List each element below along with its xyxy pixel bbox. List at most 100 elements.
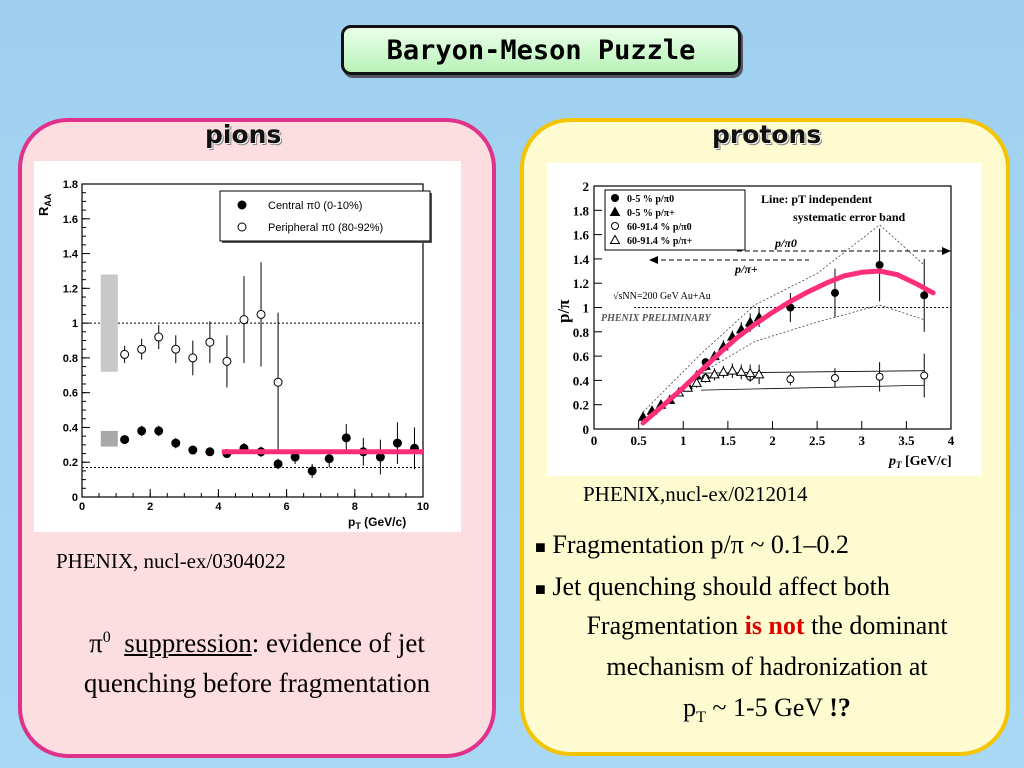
conclusion-emphasis: is not [744,611,805,640]
x-axis-label: pT [GeV/c] [888,454,952,470]
x-tick-label: 2 [769,433,776,448]
y-tick-label: 1 [72,318,78,330]
annotation-text: Line: pT independent [761,192,872,206]
y-tick-label: 2 [583,179,590,194]
bullet-text: Jet quenching should affect both [552,572,890,601]
syst-band-upper [642,224,925,413]
data-point [237,200,247,210]
y-tick-label: 1.4 [63,249,79,261]
data-point [875,260,884,269]
systematic-box [100,430,118,447]
legend-label: 60-91.4 % p/π+ [627,236,693,247]
y-tick-label: 0.6 [573,349,590,364]
y-tick-label: 0.6 [63,388,78,400]
systematic-box [100,274,118,372]
data-point [611,222,619,230]
protons-bullets: ■ Fragmentation p/π ~ 0.1–0.2 ■ Jet quen… [535,525,890,609]
pt-range: ~ 1-5 GeV [705,693,830,722]
x-tick-label: 0.5 [631,433,648,448]
data-point [609,206,621,216]
conclusion-line2: mechanism of hadronization at [606,652,928,681]
fit-curve [640,268,936,426]
pt-p: p [683,693,697,722]
data-point [392,438,402,448]
legend-label: Central π0 (0-10%) [268,200,362,212]
pi-superscript: 0 [102,629,111,646]
x-axis-label: pT (GeV/c) [348,515,406,531]
data-point [830,288,839,297]
data-point [786,375,795,384]
x-tick-label: 4 [948,433,955,448]
data-point [273,377,283,387]
y-tick-label: 1.6 [573,228,590,243]
data-point [171,438,181,448]
annotation-text: PHENIX PRELIMINARY [601,313,711,324]
arrow-head [942,247,951,255]
data-point [744,367,756,378]
data-point [188,445,198,455]
legend-label: Peripheral π0 (80-92%) [268,222,383,234]
data-point [830,373,839,382]
bullet-text: Fragmentation p/π ~ 0.1–0.2 [552,530,849,559]
data-point [273,459,283,469]
data-point [920,291,929,300]
data-point [753,368,765,379]
data-point [205,447,215,457]
data-point [718,366,729,376]
pions-heading: pions [205,120,282,149]
x-tick-label: 4 [215,501,222,513]
y-tick-label: 1 [583,301,590,316]
y-tick-label: 1.8 [63,179,78,191]
y-tick-label: 0.2 [573,398,589,413]
raa-plot-area: 0 2 4 6 8 10 0 0.2 0.4 0.6 0.8 1 1.2 1.4 1.6 1.8 RAA pT (… [34,161,461,532]
pions-caption-line1: π0 suppression: evidence of jet [24,618,490,663]
raa-chart: 0 2 4 6 8 10 0 0.2 0.4 0.6 0.8 1 1.2 1.4 1.6 1.8 RAA pT (… [36,179,432,531]
legend-label: 0-5 % p/π0 [627,194,674,205]
data-point [875,372,884,381]
data-point [341,433,351,443]
data-point [120,435,130,445]
data-point [205,337,215,347]
data-point [709,368,720,379]
protons-conclusion: Fragmentation is not the dominant mechan… [524,605,1010,738]
x-tick-label: 10 [417,501,429,513]
x-tick-label: 1.5 [720,433,737,448]
bullet-icon: ■ [535,579,546,599]
x-tick-label: 1 [680,433,687,448]
annotation-text: √sNN=200 GeV Au+Au [613,291,711,302]
pi-symbol: π [89,628,103,658]
data-point [735,366,747,376]
data-point [611,194,619,202]
y-tick-label: 0 [583,422,590,437]
slide-title-box: Baryon-Meson Puzzle [341,25,741,75]
data-point [188,353,198,363]
pions-citation: PHENIX, nucl-ex/0304022 [56,549,286,573]
pt-sub: T [696,709,706,727]
x-tick-label: 6 [284,501,290,513]
legend-label: 0-5 % p/π+ [627,208,675,219]
arrow-head [649,256,658,264]
y-tick-label: 1.2 [573,276,589,291]
data-point [154,332,164,342]
pions-caption: π0 suppression: evidence of jet quenchin… [24,618,490,703]
annotation-text: systematic error band [793,210,906,224]
bullet-item: ■ Jet quenching should affect both [535,567,890,609]
data-point [171,344,181,354]
y-tick-label: 1.8 [573,203,590,218]
data-point [307,466,317,476]
x-tick-label: 3.5 [898,433,915,448]
x-tick-label: 2.5 [809,433,826,448]
protons-citation: PHENIX,nucl-ex/0212014 [583,482,808,506]
caption-line1-rest: : evidence of jet [251,628,425,658]
bullet-item: ■ Fragmentation p/π ~ 0.1–0.2 [535,525,890,567]
data-point [239,315,249,325]
y-tick-label: 0.2 [63,457,78,469]
data-point [609,234,621,244]
annotation-text: p/π+ [734,262,758,276]
data-point [691,377,702,387]
conclusion-pre: Fragmentation [586,611,745,640]
periph-band-lower [701,384,925,391]
y-tick-label: 0.4 [573,373,590,388]
conclusion-line1: Fragmentation is not the dominant [524,605,1010,646]
data-point [137,344,147,354]
